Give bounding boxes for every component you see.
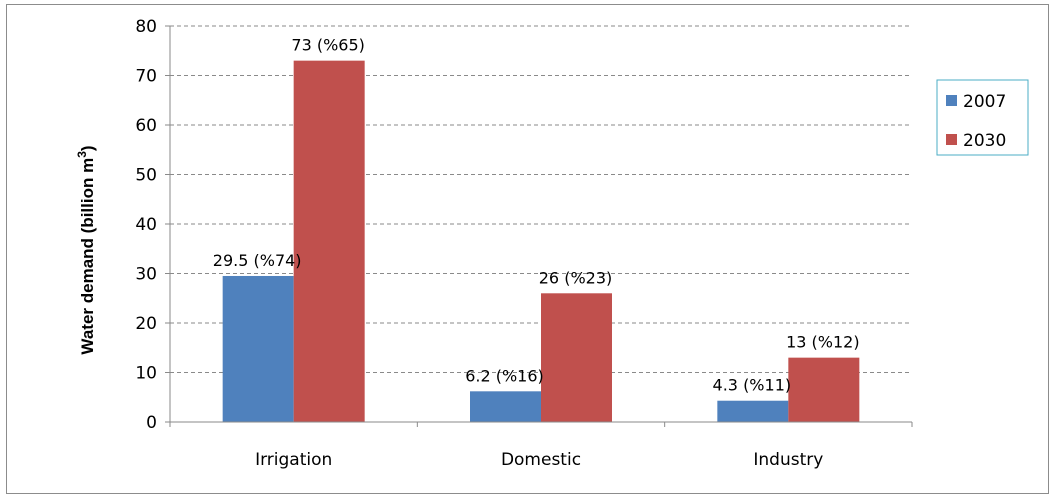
bar-2007-industry	[717, 400, 789, 422]
data-label: 13 (%12)	[786, 333, 860, 352]
data-labels: 29.5 (%74) 73 (%65) 6.2 (%16) 26 (%23) 4.3 (…	[213, 36, 860, 395]
data-label: 6.2 (%16)	[465, 366, 544, 385]
y-axis-ticks: 0 10 20 30 40 50 60 70 80	[135, 17, 170, 433]
legend-swatch-2030	[946, 134, 957, 145]
y-axis-label-sup: 3	[75, 151, 89, 158]
x-tick-label: Industry	[753, 450, 823, 470]
y-tick-label: 10	[135, 364, 157, 384]
legend: 2007 2030	[936, 79, 1029, 156]
y-axis-label-main: Water demand (billion m	[78, 158, 97, 355]
data-label: 73 (%65)	[291, 36, 365, 55]
x-axis: Irrigation Domestic Industry	[169, 26, 913, 470]
y-tick-label: 60	[135, 116, 157, 136]
y-tick-label: 50	[135, 166, 157, 186]
x-tick-label: Domestic	[501, 450, 581, 470]
legend-swatch-2007	[946, 95, 957, 106]
bar-2007-domestic	[470, 391, 541, 422]
bar-2030-industry	[788, 357, 860, 422]
legend-label-2030: 2030	[963, 131, 1006, 151]
y-tick-label: 30	[135, 265, 157, 285]
y-tick-label: 70	[135, 67, 157, 87]
data-label: 26 (%23)	[539, 268, 613, 287]
legend-label-2007: 2007	[963, 92, 1006, 112]
y-tick-label: 0	[146, 413, 157, 433]
y-tick-label: 80	[135, 17, 157, 37]
bar-2007-irrigation	[222, 275, 294, 422]
y-tick-label: 20	[135, 314, 157, 334]
bar-2030-domestic	[541, 293, 612, 422]
data-label: 4.3 (%11)	[713, 376, 792, 395]
bar-2030-irrigation	[293, 60, 365, 423]
y-axis-label: Water demand (billion m3)	[75, 145, 97, 354]
data-label: 29.5 (%74)	[213, 251, 302, 270]
x-tick-label: Irrigation	[255, 450, 332, 470]
y-axis-label-end: )	[78, 145, 97, 151]
bars	[222, 60, 860, 423]
y-tick-label: 40	[135, 215, 157, 235]
